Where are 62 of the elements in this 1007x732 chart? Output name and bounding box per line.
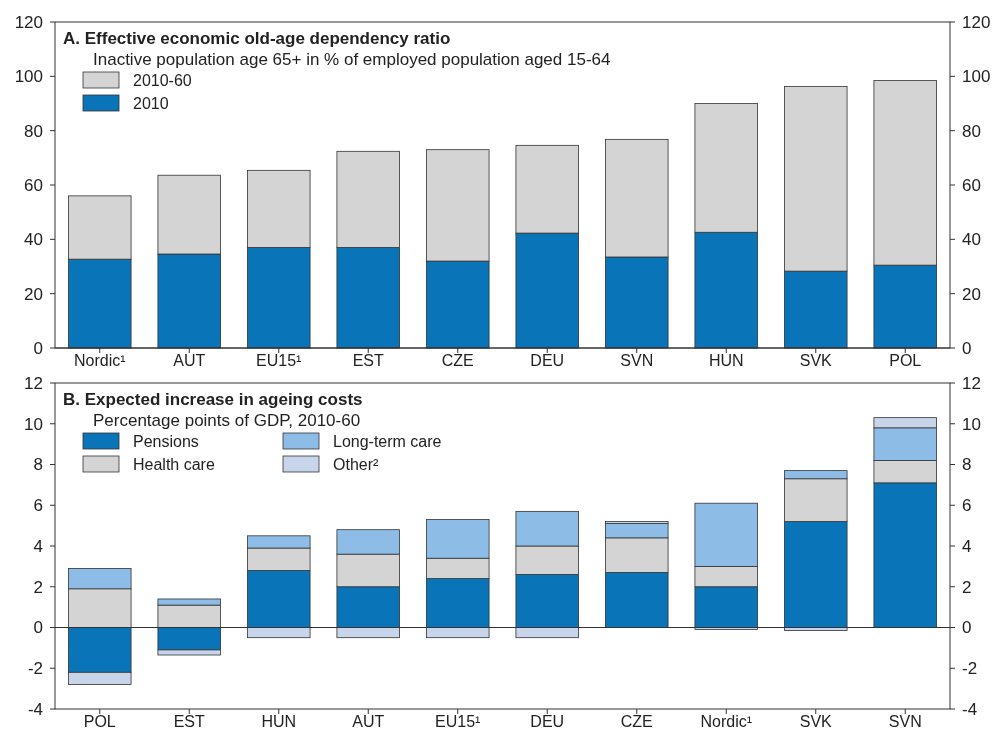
- y-tick-label: 20: [24, 284, 43, 304]
- y-tick-label: 12: [24, 373, 43, 393]
- x-tick-label: CZE: [620, 713, 653, 730]
- legend-label: 2010: [133, 94, 169, 112]
- y2-tick-label: -4: [962, 699, 978, 719]
- y2-tick-label: 8: [962, 455, 972, 475]
- y-tick-label: 40: [24, 230, 43, 250]
- legend-label: Other²: [333, 455, 380, 473]
- y-tick-label: 120: [14, 12, 43, 32]
- text: Inactive population age 65+ in % of employed population aged 15-64: [93, 50, 611, 69]
- y2-tick-label: 0: [962, 338, 972, 358]
- legend-label: Pensions: [133, 432, 199, 450]
- y2-tick-label: 20: [962, 284, 981, 304]
- y-tick-label: 100: [14, 67, 43, 87]
- x-tick-label: EST: [352, 352, 385, 369]
- y2-tick-label: 10: [962, 414, 981, 434]
- chart-title: B. Expected increase in ageing costs: [63, 390, 363, 409]
- x-tick-label: POL: [889, 352, 922, 369]
- x-tick-label: HUN: [261, 713, 297, 730]
- x-tick-label: EU15¹: [256, 352, 302, 369]
- y2-tick-label: 2: [962, 577, 972, 597]
- y-tick-label: 80: [24, 121, 43, 141]
- y2-tick-label: 40: [962, 230, 981, 250]
- y-tick-label: 10: [24, 414, 43, 434]
- y-tick-label: 0: [33, 338, 43, 358]
- y-tick-label: 4: [33, 536, 43, 556]
- x-tick-label: POL: [83, 713, 116, 730]
- x-tick-label: SVK: [799, 713, 833, 730]
- y2-tick-label: 12: [962, 373, 981, 393]
- x-tick-label: HUN: [708, 352, 744, 369]
- y-tick-label: 60: [24, 175, 43, 195]
- y2-tick-label: 6: [962, 496, 972, 516]
- y2-tick-label: 60: [962, 175, 981, 195]
- y2-tick-label: 4: [962, 536, 972, 556]
- y2-tick-label: 120: [962, 12, 991, 32]
- y-tick-label: 2: [33, 577, 43, 597]
- x-tick-label: SVN: [888, 713, 922, 730]
- chart-title: A. Effective economic old-age dependency ratio: [63, 29, 451, 48]
- y-tick-label: -4: [27, 699, 43, 719]
- y-tick-label: 8: [33, 455, 43, 475]
- y-tick-label: -2: [27, 659, 43, 679]
- y-tick-label: 6: [33, 496, 43, 516]
- text: Percentage points of GDP, 2010-60: [93, 411, 361, 430]
- x-tick-label: EU15¹: [435, 713, 481, 730]
- legend-label: Long-term care: [333, 432, 442, 450]
- x-tick-label: Nordic¹: [73, 352, 126, 369]
- x-tick-label: AUT: [173, 352, 206, 369]
- x-tick-label: DEU: [530, 352, 565, 369]
- y2-tick-label: -2: [962, 659, 978, 679]
- y2-tick-label: 0: [962, 618, 972, 638]
- x-tick-label: EST: [173, 713, 206, 730]
- x-tick-label: DEU: [530, 713, 565, 730]
- x-tick-label: SVN: [620, 352, 654, 369]
- y2-tick-label: 100: [962, 67, 991, 87]
- y-tick-label: 0: [33, 618, 43, 638]
- y2-tick-label: 80: [962, 121, 981, 141]
- x-tick-label: SVK: [799, 352, 833, 369]
- legend-label: 2010-60: [133, 71, 192, 89]
- x-tick-label: CZE: [441, 352, 474, 369]
- legend-label: Health care: [133, 455, 215, 473]
- x-tick-label: AUT: [352, 713, 385, 730]
- x-tick-label: Nordic¹: [700, 713, 753, 730]
